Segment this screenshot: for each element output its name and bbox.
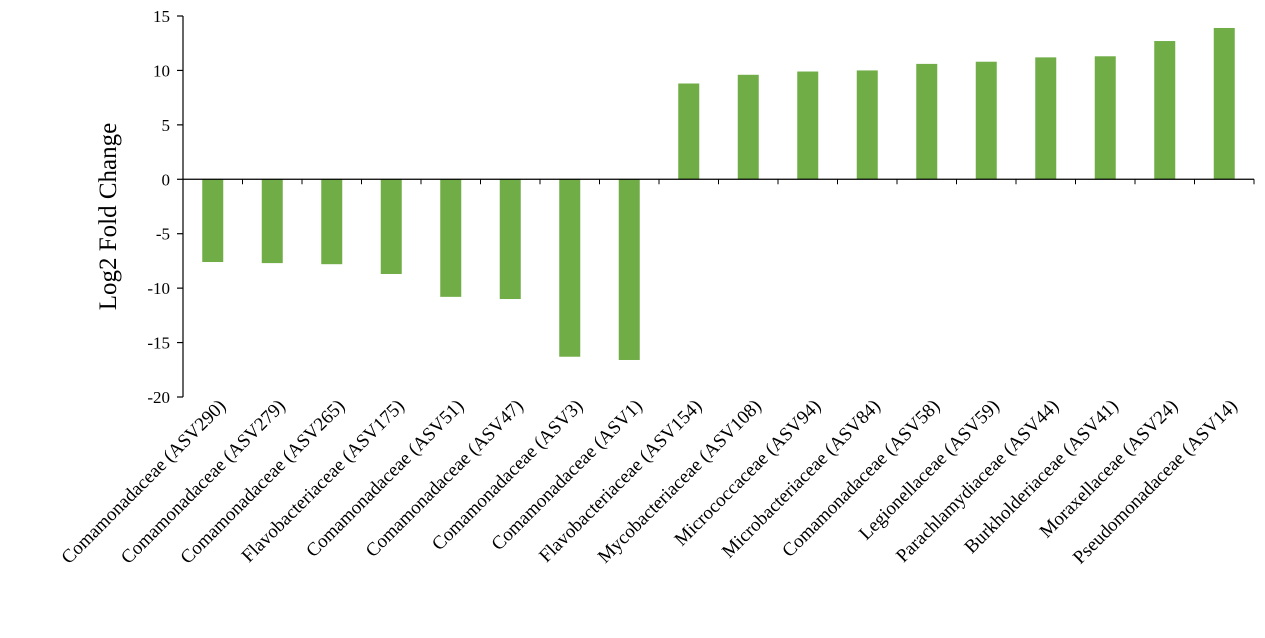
bar bbox=[618, 179, 640, 360]
x-category-labels-group: Comamonadaceae (ASV290)Comamonadaceae (A… bbox=[58, 396, 1242, 569]
bar bbox=[1213, 27, 1235, 180]
bar bbox=[321, 179, 343, 265]
axes-group bbox=[182, 16, 1254, 397]
bar bbox=[678, 83, 700, 180]
y-tick-label: -20 bbox=[147, 388, 170, 407]
y-tick-label: 10 bbox=[153, 61, 170, 80]
bar bbox=[916, 63, 938, 180]
y-axis-title: Log2 Fold Change bbox=[95, 123, 122, 311]
bar bbox=[797, 71, 819, 180]
y-tick-label: -10 bbox=[147, 279, 170, 298]
bar bbox=[202, 179, 224, 263]
bars-group bbox=[202, 27, 1235, 360]
y-tick-label: 15 bbox=[153, 7, 170, 26]
bar bbox=[1094, 56, 1116, 180]
bar bbox=[559, 179, 581, 357]
y-tick-label: -5 bbox=[156, 225, 170, 244]
y-tick-label: 0 bbox=[162, 170, 171, 189]
y-tick-label: -15 bbox=[147, 334, 170, 353]
bar bbox=[975, 61, 997, 180]
y-ticks-group: 15 10 5 0 -5 -10 -15 -20 bbox=[147, 7, 1255, 407]
bar bbox=[380, 179, 402, 274]
bar bbox=[1035, 57, 1057, 180]
bar bbox=[1154, 41, 1176, 180]
bar bbox=[261, 179, 283, 264]
bar bbox=[737, 74, 759, 180]
y-tick-label: 5 bbox=[162, 116, 171, 135]
bar bbox=[499, 179, 521, 300]
bar bbox=[856, 70, 878, 180]
bar bbox=[440, 179, 462, 297]
